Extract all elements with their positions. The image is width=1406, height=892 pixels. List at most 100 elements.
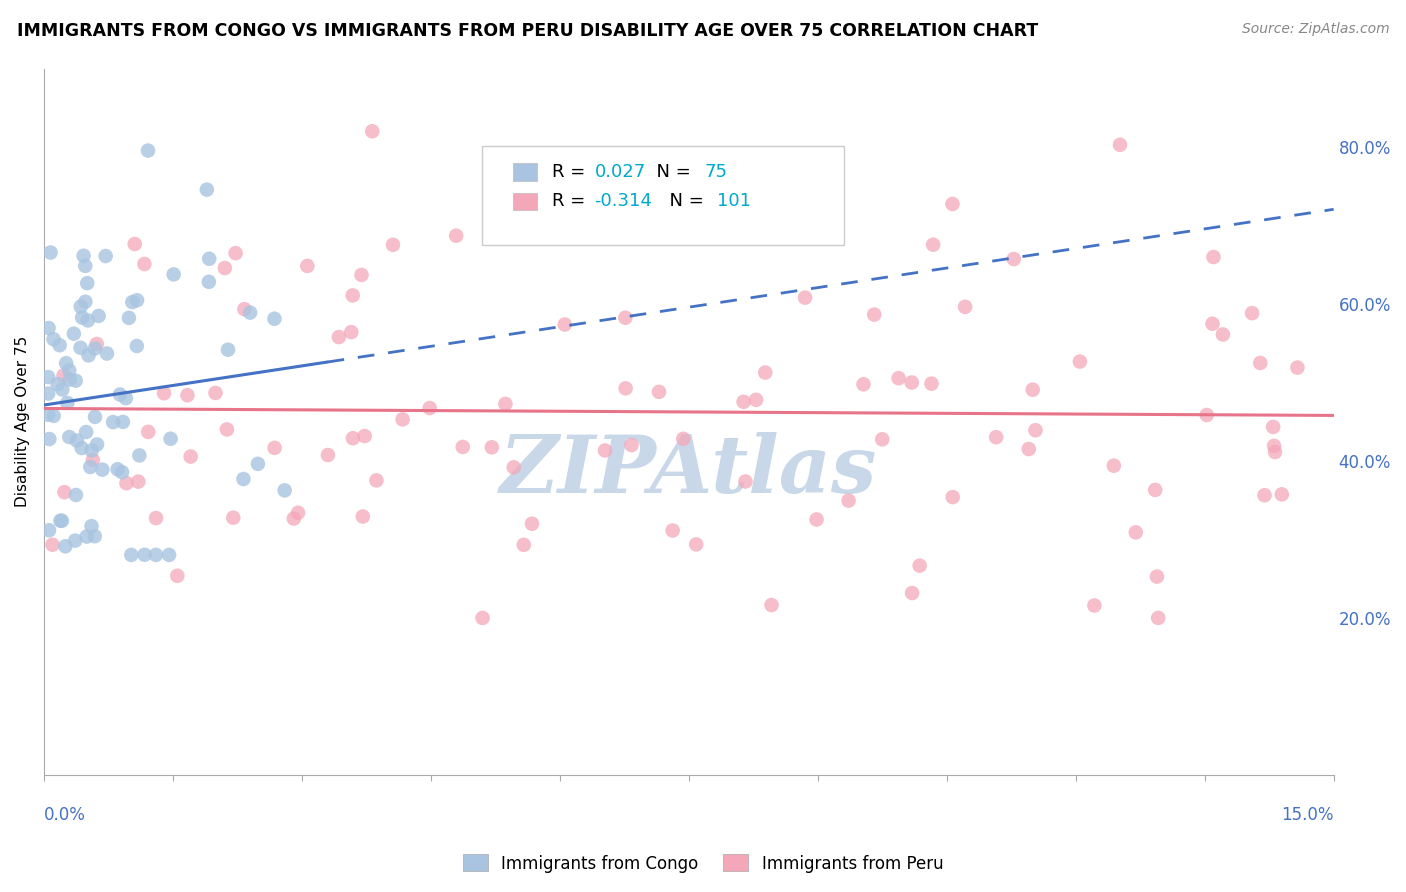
Point <box>222 510 245 524</box>
Point <box>806 512 828 526</box>
Point <box>163 268 186 282</box>
Text: 15.0%: 15.0% <box>1281 806 1334 824</box>
Point <box>101 415 124 429</box>
Point <box>1212 327 1234 342</box>
Point <box>82 453 104 467</box>
Point <box>114 391 136 405</box>
Point <box>1146 569 1168 583</box>
Point <box>745 392 768 407</box>
Point <box>134 257 156 271</box>
Point <box>166 569 188 583</box>
Point <box>91 462 114 476</box>
Point <box>1125 525 1147 540</box>
Point <box>136 425 159 439</box>
Point <box>107 462 129 476</box>
Point <box>125 293 148 308</box>
Point <box>1263 420 1285 434</box>
Point <box>661 524 683 538</box>
Point <box>328 330 350 344</box>
Point <box>38 432 60 446</box>
Point <box>59 372 82 386</box>
Point <box>42 332 65 346</box>
Point <box>391 412 413 426</box>
Point <box>287 506 309 520</box>
Point <box>754 366 776 380</box>
Point <box>922 237 945 252</box>
Y-axis label: Disability Age Over 75: Disability Age Over 75 <box>15 336 30 508</box>
Text: R =: R = <box>553 193 591 211</box>
Point <box>513 538 536 552</box>
Text: Source: ZipAtlas.com: Source: ZipAtlas.com <box>1241 22 1389 37</box>
Point <box>87 309 110 323</box>
Point <box>685 537 707 551</box>
Point <box>901 586 924 600</box>
Point <box>353 429 375 443</box>
Text: 0.027: 0.027 <box>595 162 645 180</box>
Point <box>297 259 319 273</box>
Point <box>520 516 543 531</box>
Point <box>38 523 60 537</box>
Point <box>153 386 176 401</box>
Point <box>53 485 76 500</box>
Point <box>1144 483 1167 497</box>
Point <box>233 302 256 317</box>
Point <box>366 474 388 488</box>
Point <box>42 409 65 423</box>
Point <box>273 483 295 498</box>
Point <box>58 363 80 377</box>
Point <box>811 198 834 212</box>
Point <box>382 237 405 252</box>
Text: ZIPAtlas: ZIPAtlas <box>501 433 877 509</box>
Bar <box>513 163 537 181</box>
Point <box>72 249 94 263</box>
Point <box>41 538 63 552</box>
Point <box>51 383 73 397</box>
Text: N =: N = <box>645 162 696 180</box>
Point <box>1202 250 1225 264</box>
Point <box>794 291 817 305</box>
Text: N =: N = <box>658 193 709 211</box>
Point <box>1264 445 1286 459</box>
Point <box>70 310 93 325</box>
Point <box>55 539 77 553</box>
Point <box>115 476 138 491</box>
Point <box>1249 356 1271 370</box>
Point <box>908 558 931 573</box>
Point <box>648 384 671 399</box>
Point <box>283 511 305 525</box>
Point <box>111 465 134 479</box>
Point <box>80 443 103 458</box>
Point <box>65 533 87 548</box>
Point <box>239 305 262 319</box>
Point <box>502 460 524 475</box>
Point <box>75 294 97 309</box>
Point <box>145 548 167 562</box>
Point <box>1024 423 1046 437</box>
Point <box>733 394 755 409</box>
Point <box>38 321 60 335</box>
Point <box>86 437 108 451</box>
Point <box>134 548 156 562</box>
Point <box>471 611 494 625</box>
Point <box>70 441 93 455</box>
Point <box>121 295 143 310</box>
Point <box>1102 458 1125 473</box>
Text: IMMIGRANTS FROM CONGO VS IMMIGRANTS FROM PERU DISABILITY AGE OVER 75 CORRELATION: IMMIGRANTS FROM CONGO VS IMMIGRANTS FROM… <box>17 22 1038 40</box>
Point <box>86 337 108 351</box>
Point <box>159 432 181 446</box>
Point <box>838 493 860 508</box>
Point <box>215 422 238 436</box>
Point <box>761 598 783 612</box>
Point <box>232 472 254 486</box>
Point <box>451 440 474 454</box>
Text: 101: 101 <box>717 193 751 211</box>
Point <box>39 245 62 260</box>
Point <box>1002 252 1025 266</box>
Point <box>120 548 142 562</box>
Point <box>79 460 101 475</box>
Point <box>214 260 236 275</box>
Point <box>1147 611 1170 625</box>
Point <box>37 370 59 384</box>
Point <box>180 450 202 464</box>
Point <box>56 396 79 410</box>
